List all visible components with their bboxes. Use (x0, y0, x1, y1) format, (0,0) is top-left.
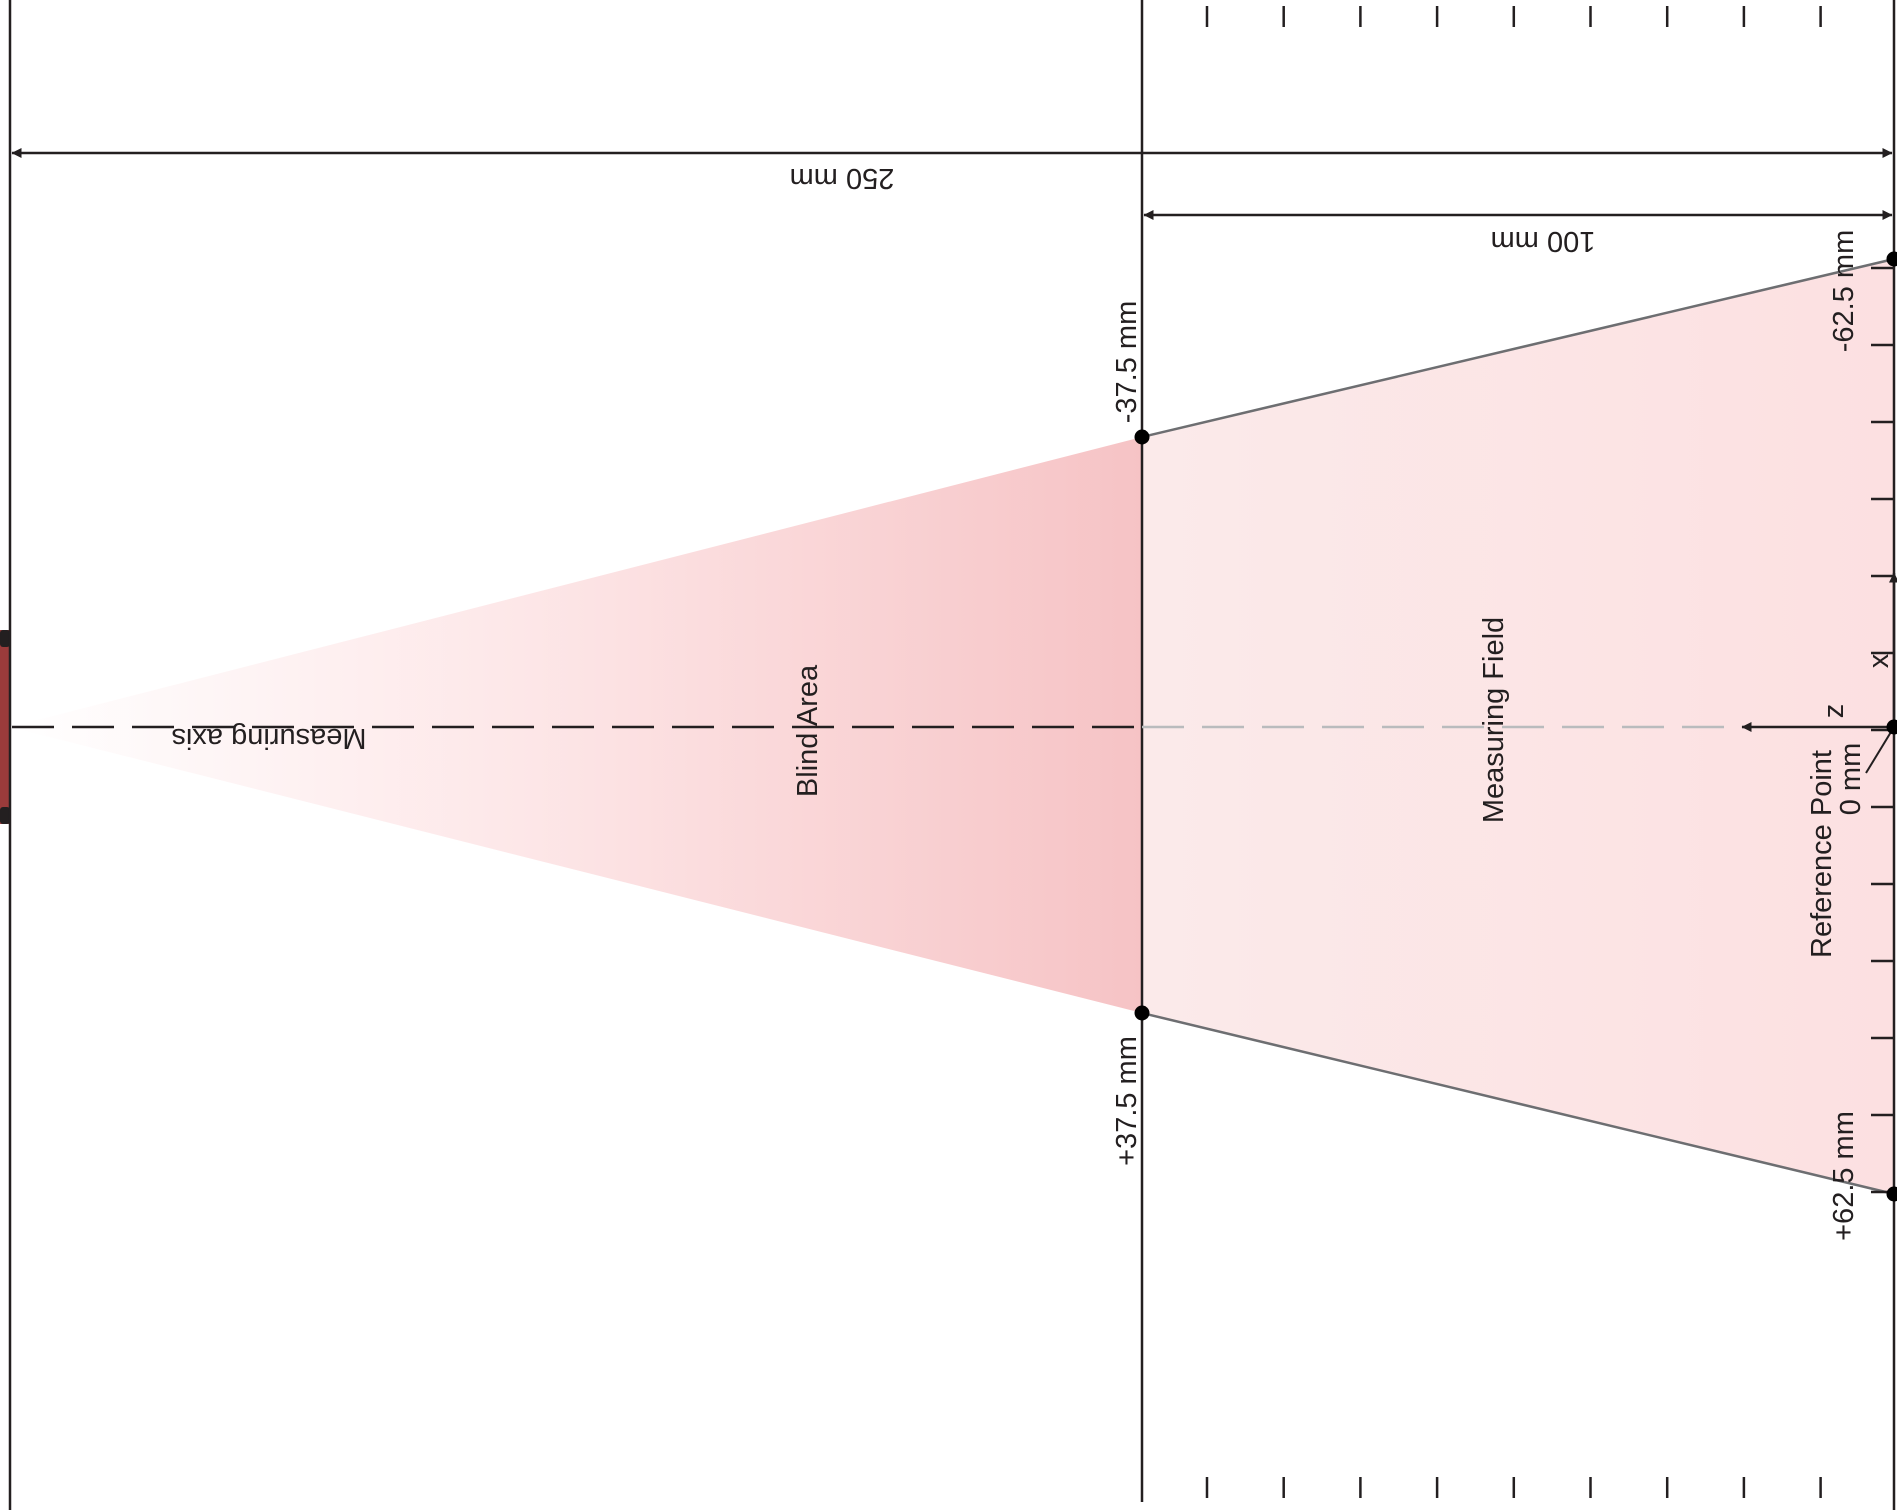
far-limit-top-point (1886, 251, 1897, 267)
label-near-bottom: +37.5 mm (1111, 1036, 1143, 1166)
label-blind-area: Blind Area (792, 664, 824, 797)
label-near-top: -37.5 mm (1111, 301, 1143, 423)
label-measuring-range: 100 mm (1491, 225, 1596, 257)
field-boundary-top (1141, 257, 1895, 439)
field-boundary-bottom (1141, 1011, 1895, 1196)
near-limit-top-point (1134, 429, 1150, 445)
bottom-tick-marks (1205, 1477, 1822, 1498)
sensor-bracket-top (0, 630, 10, 647)
right-tick-marks (1871, 266, 1894, 1194)
label-far-bottom: +62.5 mm (1828, 1111, 1860, 1241)
near-limit-bottom-point (1134, 1005, 1150, 1021)
reference-point-leader (1865, 726, 1895, 774)
label-axis-z: z (1818, 704, 1850, 719)
sensor-body (0, 630, 10, 824)
reference-point-marker (1886, 719, 1897, 735)
sensor-bracket-bottom (0, 807, 10, 824)
label-measuring-field: Measuring Field (1478, 617, 1510, 823)
blind-area-region (10, 437, 1142, 1013)
label-reference-point: Reference Point (1806, 750, 1838, 958)
far-limit-bottom-point (1886, 1186, 1897, 1202)
label-reference-value: 0 mm (1835, 743, 1867, 816)
label-measuring-axis: Measuring axis (171, 722, 366, 754)
label-far-top: -62.5 mm (1828, 230, 1860, 352)
top-tick-marks (1205, 6, 1822, 27)
label-total-range: 250 mm (790, 162, 895, 194)
label-axis-x: x (1863, 653, 1895, 668)
